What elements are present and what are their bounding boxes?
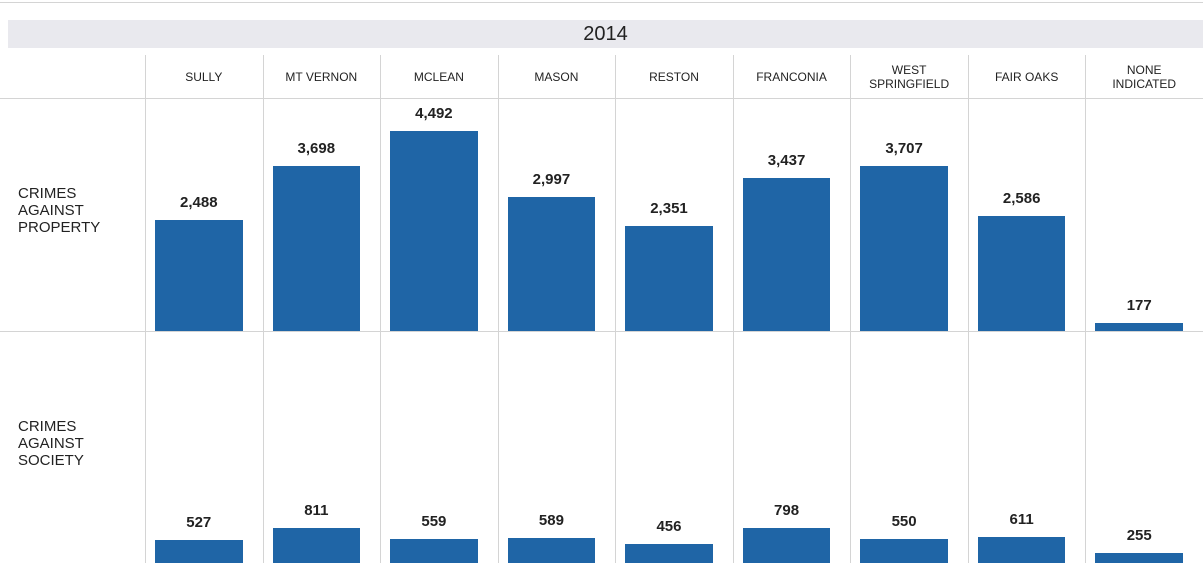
value-label: 3,698 [297,140,336,157]
column-separator [1085,55,1087,563]
row-label: CRIMES AGAINST PROPERTY [18,185,101,236]
value-label: 3,707 [885,139,923,157]
bar [625,226,713,331]
bar [742,528,831,563]
value-label: 589 [538,511,564,529]
value-label: 2,997 [532,171,571,189]
bar [977,536,1066,563]
category-label: NONE INDICATED [1112,62,1177,91]
column-separator [850,55,852,563]
bar [155,540,243,563]
category-label: WEST SPRINGFIELD [869,62,950,91]
value-label: 255 [1126,526,1152,544]
bar [860,165,948,331]
column-separator [615,55,617,563]
column-separator [732,55,734,563]
column-separator [145,55,146,563]
column-separator [497,55,499,563]
category-label: FAIR OAKS [994,69,1059,84]
category-label: MCLEAN [413,69,464,84]
top-border [0,2,1203,3]
value-label: 2,586 [1002,189,1041,207]
category-label: RESTON [649,69,699,84]
value-label: 798 [774,502,800,520]
value-label: 2,351 [650,200,688,218]
category-label: MASON [534,69,579,84]
row-separator [0,331,1203,332]
bar [155,219,243,331]
value-label: 3,437 [767,151,806,169]
value-label: 177 [1126,297,1152,315]
bar [742,177,831,331]
bar [272,527,361,563]
value-label: 559 [421,513,447,531]
bar [390,130,478,331]
category-label: MT VERNON [285,69,358,84]
bar [390,539,478,563]
bar [860,539,948,563]
column-separator [380,55,382,563]
value-label: 527 [186,514,212,532]
bar [507,197,596,331]
bar [507,537,596,563]
value-label: 550 [891,513,917,531]
value-label: 611 [1009,510,1034,528]
column-separator [967,55,969,563]
bar [1095,552,1183,563]
category-label: SULLY [185,69,223,84]
value-label: 2,488 [180,193,218,211]
bar [625,543,713,563]
category-label: FRANCONIA [756,69,827,84]
column-separator [262,55,264,563]
value-label: 4,492 [415,104,453,122]
value-label: 456 [656,517,682,535]
chart-title: 2014 [8,20,1203,48]
bar [977,215,1066,331]
bar [272,166,361,331]
header-separator [0,98,1203,99]
bar [1095,323,1183,331]
value-label: 811 [304,501,329,519]
row-label: CRIMES AGAINST SOCIETY [18,418,84,469]
